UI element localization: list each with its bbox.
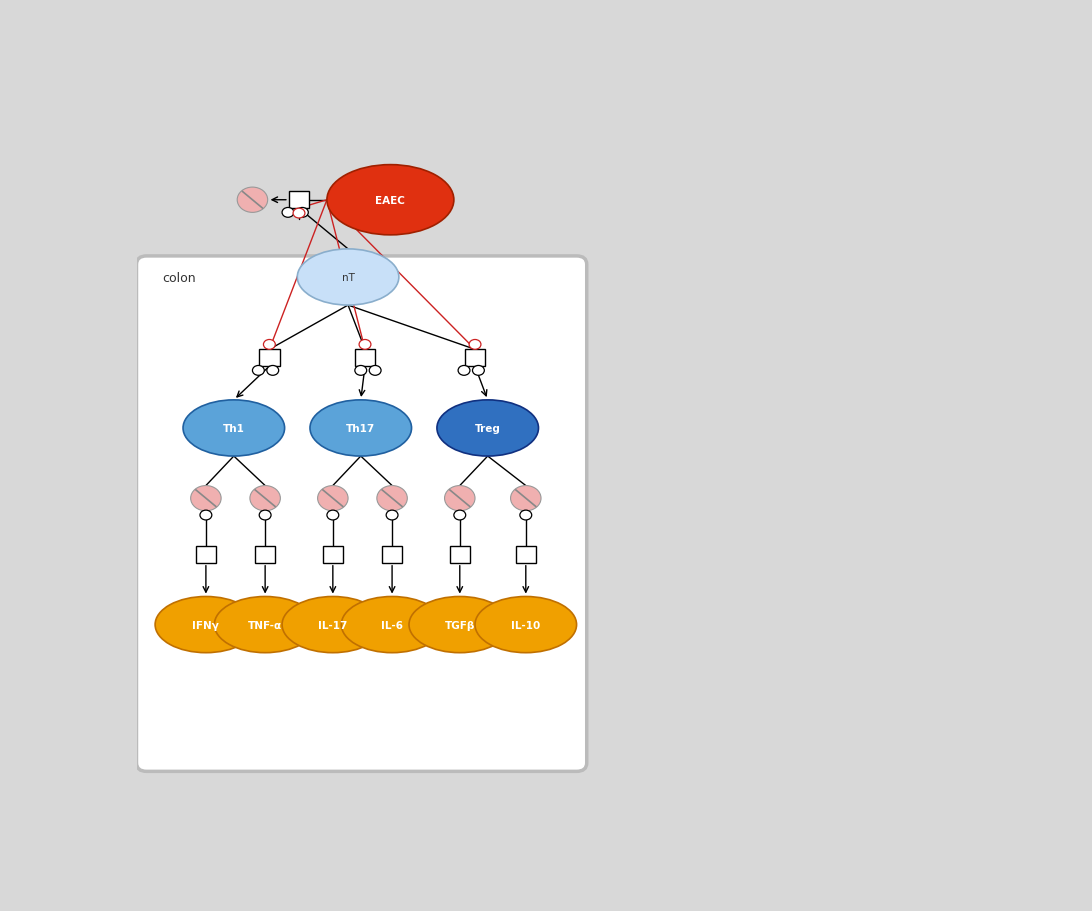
Text: IL-10: IL-10 — [511, 619, 541, 630]
Circle shape — [266, 366, 278, 376]
FancyBboxPatch shape — [136, 257, 586, 772]
Circle shape — [191, 486, 221, 511]
Circle shape — [282, 209, 294, 218]
Text: EAEC: EAEC — [376, 196, 405, 206]
Circle shape — [355, 366, 367, 376]
Text: TGFβ: TGFβ — [444, 619, 475, 630]
Text: TNF-α: TNF-α — [248, 619, 282, 630]
Bar — [288, 192, 309, 209]
Circle shape — [377, 486, 407, 511]
Ellipse shape — [282, 597, 383, 653]
Circle shape — [259, 510, 271, 520]
Circle shape — [200, 510, 212, 520]
Ellipse shape — [410, 597, 511, 653]
Circle shape — [454, 510, 465, 520]
Circle shape — [359, 340, 371, 350]
Ellipse shape — [437, 401, 538, 456]
Bar — [382, 547, 402, 563]
Bar — [323, 547, 343, 563]
Text: Th1: Th1 — [223, 424, 245, 434]
Ellipse shape — [342, 597, 443, 653]
Bar — [515, 547, 536, 563]
Ellipse shape — [183, 401, 285, 456]
Circle shape — [387, 510, 397, 520]
Circle shape — [250, 486, 281, 511]
Ellipse shape — [327, 166, 454, 236]
Circle shape — [263, 340, 275, 350]
Text: Treg: Treg — [475, 424, 500, 434]
Circle shape — [252, 366, 264, 376]
Ellipse shape — [475, 597, 577, 653]
Bar — [259, 350, 280, 367]
Circle shape — [327, 510, 339, 520]
Ellipse shape — [297, 250, 399, 306]
Circle shape — [473, 366, 485, 376]
Circle shape — [318, 486, 348, 511]
Circle shape — [293, 209, 305, 219]
Ellipse shape — [155, 597, 257, 653]
Circle shape — [369, 366, 381, 376]
Circle shape — [511, 486, 541, 511]
Bar — [465, 350, 485, 367]
Bar — [254, 547, 275, 563]
Text: nT: nT — [342, 272, 355, 282]
Circle shape — [459, 366, 470, 376]
Bar — [355, 350, 376, 367]
Text: IL-17: IL-17 — [318, 619, 347, 630]
Ellipse shape — [214, 597, 316, 653]
Circle shape — [444, 486, 475, 511]
Text: Th17: Th17 — [346, 424, 376, 434]
Ellipse shape — [310, 401, 412, 456]
Circle shape — [237, 188, 268, 213]
Circle shape — [296, 209, 308, 218]
Text: colon: colon — [162, 272, 195, 285]
Circle shape — [520, 510, 532, 520]
Text: IFNγ: IFNγ — [192, 619, 219, 630]
Circle shape — [470, 340, 480, 350]
Text: IL-6: IL-6 — [381, 619, 403, 630]
Bar — [195, 547, 216, 563]
Bar — [450, 547, 470, 563]
